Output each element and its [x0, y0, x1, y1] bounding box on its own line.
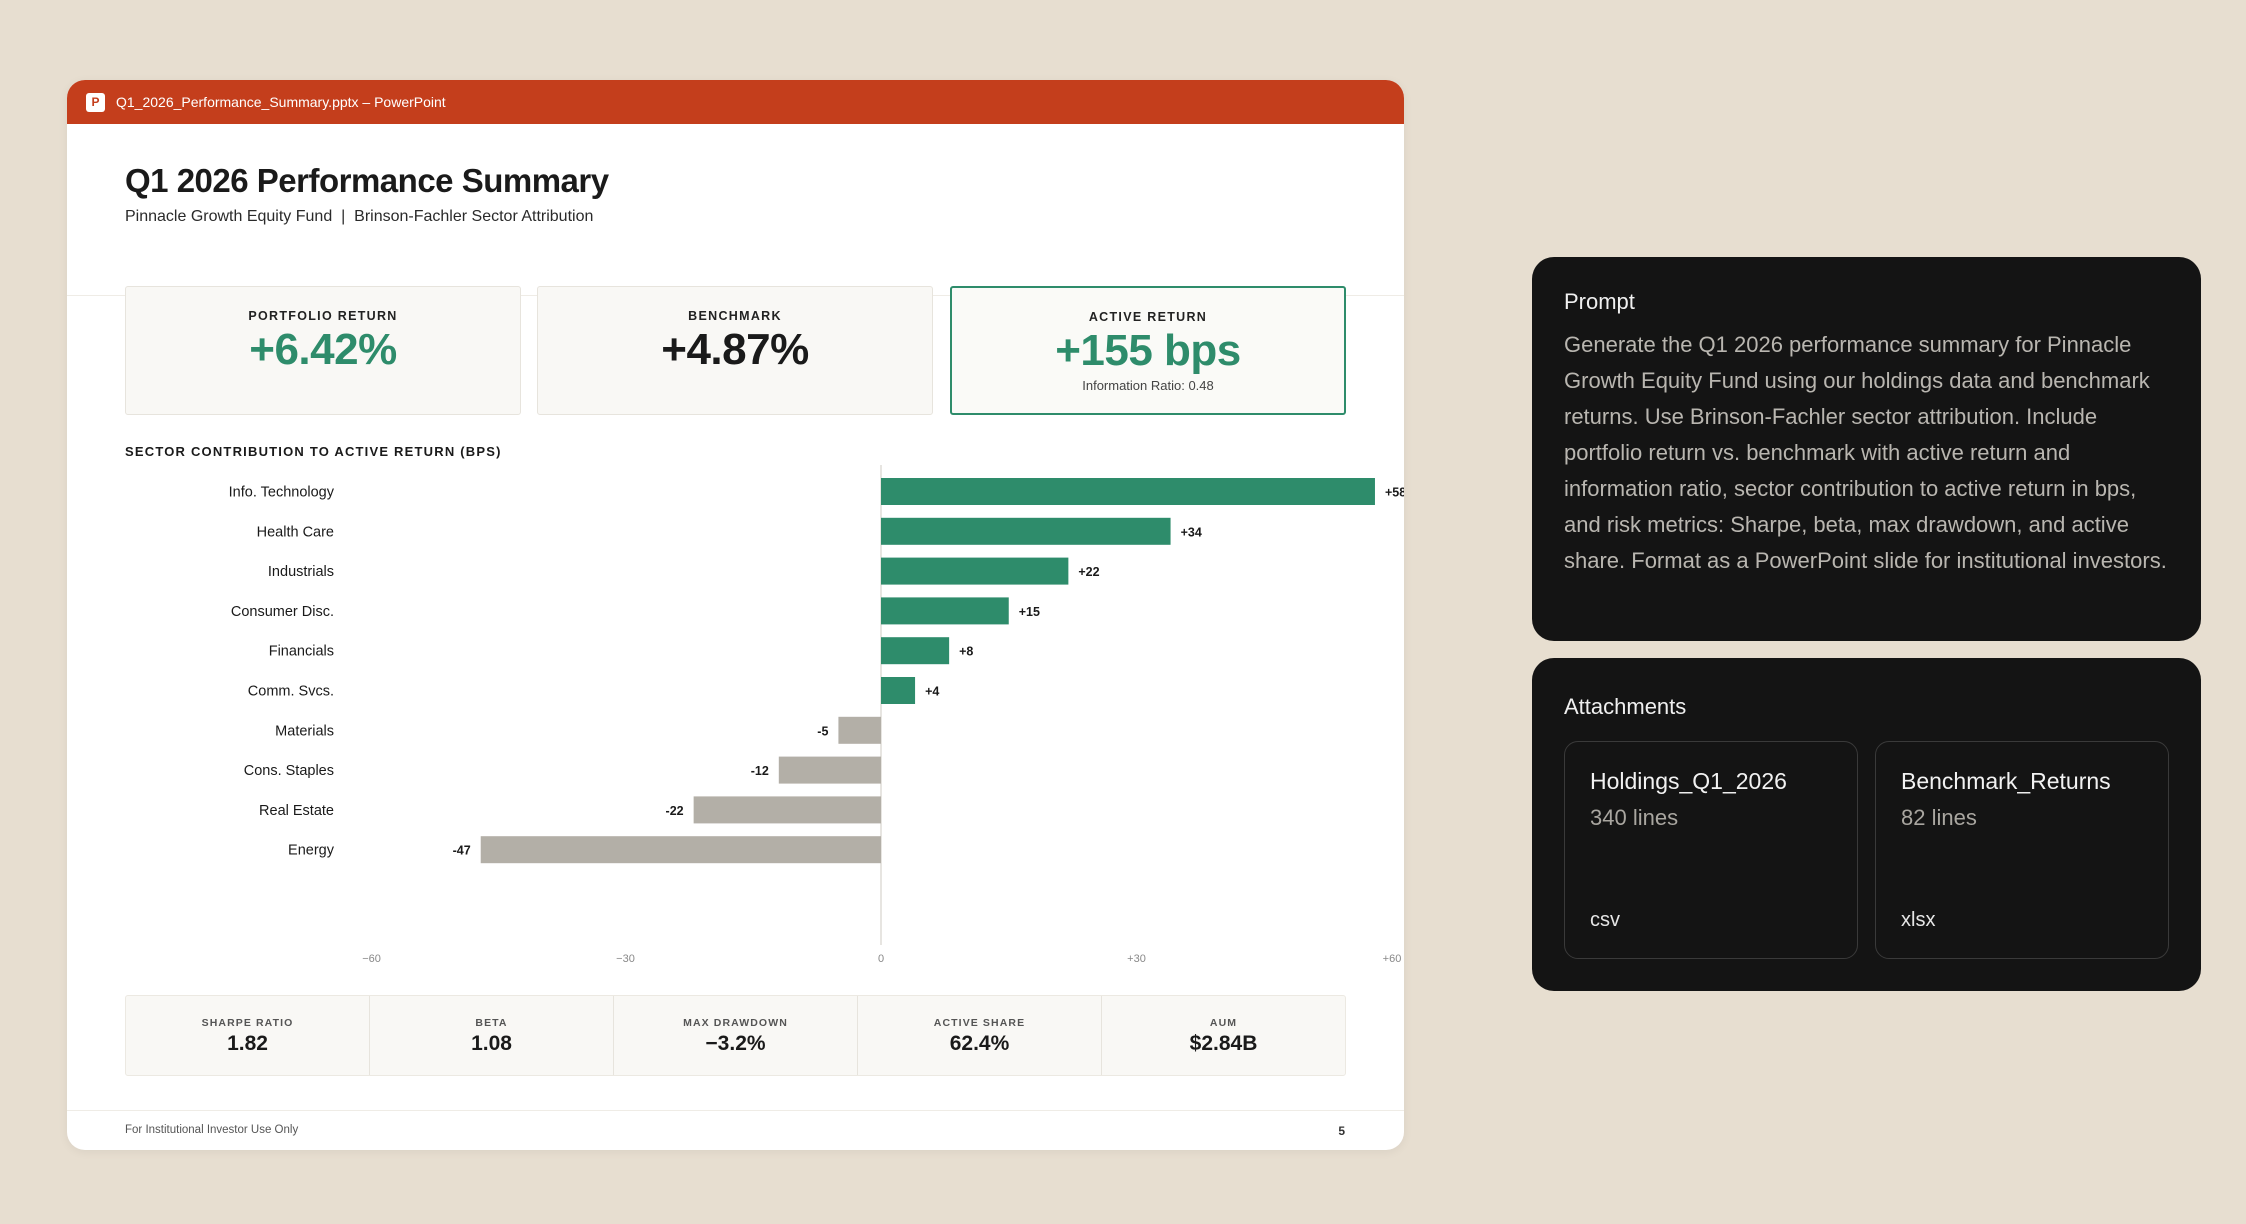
attachment-name: Holdings_Q1_2026: [1590, 768, 1787, 794]
metric-label: AUM: [1209, 1017, 1238, 1029]
attachments-panel: Attachments Holdings_Q1_2026 340 lines c…: [1532, 658, 2201, 991]
metric-value: 62.4%: [949, 1032, 1010, 1055]
bar-materials: [838, 716, 881, 744]
attachment-list: Holdings_Q1_2026 340 lines csv Benchmark…: [1564, 741, 2169, 959]
kpi-label: PORTFOLIO RETURN: [248, 309, 398, 323]
bar-info-technology: [881, 478, 1375, 505]
information-ratio: Information Ratio: 0.48: [1082, 378, 1214, 394]
value-label: +8: [959, 645, 973, 659]
category-label: Materials: [275, 723, 334, 739]
category-label: Energy: [288, 843, 335, 859]
chart-title: SECTOR CONTRIBUTION TO ACTIVE RETURN (BP…: [125, 444, 502, 459]
attachment-card-holdings[interactable]: Holdings_Q1_2026 340 lines csv: [1564, 741, 1858, 959]
kpi-label: ACTIVE RETURN: [1088, 310, 1208, 324]
footer-disclaimer: For Institutional Investor Use Only: [125, 1124, 299, 1136]
metric-label: BETA: [475, 1017, 508, 1029]
value-label: +58: [1385, 486, 1404, 500]
attachment-file-type: csv: [1590, 909, 1620, 931]
category-label: Financials: [269, 644, 334, 660]
prompt-panel: Prompt Generate the Q1 2026 performance …: [1532, 257, 2201, 641]
sector-contribution-chart: Info. Technology +58 Health Care +34 Industr…: [229, 465, 1404, 965]
powerpoint-window: P Q1_2026_Performance_Summary.pptx – Pow…: [67, 80, 1404, 1150]
category-label: Health Care: [257, 524, 334, 540]
value-label: +34: [1181, 525, 1202, 539]
slide-subtitle: Pinnacle Growth Equity Fund | Brinson-Fa…: [125, 208, 594, 225]
bar-health-care: [881, 517, 1171, 545]
kpi-label: BENCHMARK: [688, 309, 782, 323]
metric-label: MAX DRAWDOWN: [683, 1017, 788, 1029]
category-label: Cons. Staples: [244, 763, 334, 779]
metric-value: 1.08: [471, 1032, 512, 1055]
value-label: +22: [1078, 565, 1099, 579]
metric-max-drawdown: MAX DRAWDOWN −3.2%: [614, 996, 858, 1075]
x-tick-label: −60: [362, 953, 381, 965]
slide-header: Q1 2026 Performance Summary Pinnacle Gro…: [67, 124, 1404, 296]
prompt-text: Generate the Q1 2026 performance summary…: [1564, 332, 2167, 573]
kpi-cards: PORTFOLIO RETURN +6.42% BENCHMARK +4.87%…: [125, 286, 1346, 415]
kpi-value: +4.87%: [661, 325, 809, 374]
attachments-heading: Attachments: [1564, 694, 1687, 719]
metric-value: $2.84B: [1189, 1032, 1258, 1055]
metric-active-share: ACTIVE SHARE 62.4%: [858, 996, 1102, 1075]
category-label: Info. Technology: [229, 485, 335, 501]
prompt-heading: Prompt: [1564, 289, 1635, 314]
metric-beta: BETA 1.08: [370, 996, 614, 1075]
window-title: Q1_2026_Performance_Summary.pptx – Power…: [116, 94, 446, 110]
category-label: Industrials: [268, 564, 334, 580]
bar-industrials: [881, 557, 1069, 585]
bar-financials: [881, 637, 950, 665]
value-label: -47: [453, 844, 471, 858]
kpi-card-benchmark: BENCHMARK +4.87%: [537, 286, 933, 415]
bar-comm-svcs: [881, 677, 916, 704]
bar-energy: [480, 836, 881, 864]
metric-value: 1.82: [227, 1032, 268, 1055]
value-label: +4: [925, 685, 939, 699]
attachment-file-type: xlsx: [1901, 909, 1936, 931]
x-tick-label: −30: [616, 953, 635, 965]
metric-label: ACTIVE SHARE: [933, 1017, 1026, 1029]
attachment-name: Benchmark_Returns: [1901, 768, 2111, 794]
metric-aum: AUM $2.84B: [1102, 996, 1345, 1075]
value-label: +15: [1019, 605, 1040, 619]
value-label: -22: [666, 804, 684, 818]
x-tick-label: 0: [878, 953, 884, 965]
attachment-card-benchmark[interactable]: Benchmark_Returns 82 lines xlsx: [1875, 741, 2169, 959]
category-label: Real Estate: [259, 803, 334, 819]
bar-consumer-disc: [881, 597, 1009, 625]
kpi-value: +6.42%: [249, 325, 397, 374]
page-number: 5: [1338, 1124, 1345, 1138]
window-titlebar[interactable]: P Q1_2026_Performance_Summary.pptx – Pow…: [67, 80, 1404, 124]
footer-divider: [67, 1110, 1404, 1111]
slide-title: Q1 2026 Performance Summary: [125, 162, 609, 199]
x-tick-label: +30: [1127, 953, 1146, 965]
category-label: Comm. Svcs.: [248, 684, 334, 700]
metric-label: SHARPE RATIO: [201, 1017, 294, 1029]
powerpoint-app-icon: P: [86, 92, 105, 112]
attachment-line-count: 82 lines: [1901, 805, 1977, 830]
risk-metrics-strip: SHARPE RATIO 1.82 BETA 1.08 MAX DRAWDOWN −3.2…: [125, 995, 1346, 1076]
kpi-value: +155 bps: [1055, 326, 1241, 375]
kpi-card-portfolio-return: PORTFOLIO RETURN +6.42%: [125, 286, 521, 415]
kpi-card-active-return: ACTIVE RETURN +155 bps Information Ratio…: [950, 286, 1346, 415]
value-label: -5: [817, 724, 828, 738]
metric-value: −3.2%: [705, 1032, 766, 1055]
attachment-line-count: 340 lines: [1590, 805, 1679, 830]
value-label: -12: [751, 764, 769, 778]
x-tick-label: +60: [1383, 953, 1402, 965]
bar-cons-staples: [778, 756, 881, 784]
category-label: Consumer Disc.: [231, 604, 334, 620]
bar-real-estate: [693, 796, 881, 824]
metric-sharpe-ratio: SHARPE RATIO 1.82: [126, 996, 370, 1075]
